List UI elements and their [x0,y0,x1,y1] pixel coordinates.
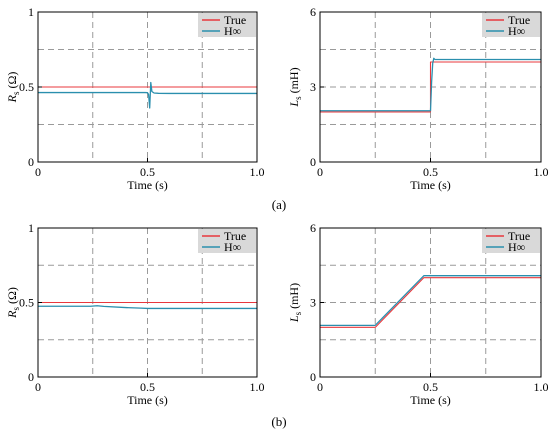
x-axis-label: Time (s) [127,178,168,192]
legend-box [198,229,256,253]
y-tick-label: 0.5 [19,296,34,310]
legend-entry: True [508,229,530,243]
y-tick-label: 3 [310,296,316,310]
y-axis-label: Rs (Ω) [5,72,21,104]
series-line-true [320,277,541,328]
y-axis-label-subscript: s [293,96,303,100]
y-tick-label: 6 [310,221,316,235]
x-tick-label: 0 [35,380,41,394]
x-axis-label: Time (s) [410,178,451,192]
x-tick-label: 1.0 [534,165,549,179]
y-axis-label: Ls (mH) [287,283,303,323]
x-axis-label: Time (s) [410,393,451,407]
y-tick-label: 0.5 [19,80,34,94]
x-tick-label: 0.5 [423,165,438,179]
legend-entry: H∞ [508,24,525,38]
x-tick-label: 1.0 [250,165,265,179]
y-tick-label: 1 [28,221,34,235]
caption-b: (b) [271,414,286,429]
legend-entry: True [224,229,246,243]
y-tick-label: 0 [310,370,316,384]
legend-box [482,229,540,253]
series-line-h-infinity [320,57,541,112]
series-line-h-infinity [38,81,257,109]
legend-box [198,13,256,37]
x-tick-label: 0 [317,380,323,394]
y-tick-label: 0 [28,370,34,384]
y-tick-label: 0 [310,155,316,169]
y-axis-label-symbol: L [287,100,301,108]
y-axis-label: Ls (mH) [287,67,303,107]
y-axis-label-subscript: s [293,311,303,315]
y-axis-label: Rs (Ω) [5,287,21,319]
legend-entry: H∞ [224,240,241,254]
x-tick-label: 0 [317,165,323,179]
y-axis-label-symbol: R [5,310,19,319]
x-tick-label: 1.0 [534,380,549,394]
y-axis-label-symbol: R [5,94,19,103]
x-tick-label: 0 [35,165,41,179]
legend-entry: H∞ [224,24,241,38]
caption-a: (a) [272,197,286,212]
x-tick-label: 0.5 [423,380,438,394]
y-axis-label-unit: (Ω) [5,72,19,92]
y-tick-label: 3 [310,80,316,94]
y-axis-label-subscript: s [11,91,21,95]
y-axis-label-unit: (Ω) [5,287,19,307]
legend-entry: H∞ [508,240,525,254]
legend-box [482,13,540,37]
series-line-h-infinity [38,305,257,310]
y-tick-label: 1 [28,5,34,19]
series-line-h-infinity [320,275,541,327]
y-tick-label: 6 [310,5,316,19]
y-axis-label-subscript: s [11,307,21,311]
y-axis-label-unit: (mH) [287,283,301,312]
legend-entry: True [224,13,246,27]
x-tick-label: 1.0 [250,380,265,394]
y-tick-label: 0 [28,155,34,169]
y-axis-label-unit: (mH) [287,67,301,96]
x-tick-label: 0.5 [140,380,155,394]
x-axis-label: Time (s) [127,393,168,407]
series-line-true [320,61,541,113]
x-tick-label: 0.5 [140,165,155,179]
y-axis-label-symbol: L [287,315,301,323]
legend-entry: True [508,13,530,27]
